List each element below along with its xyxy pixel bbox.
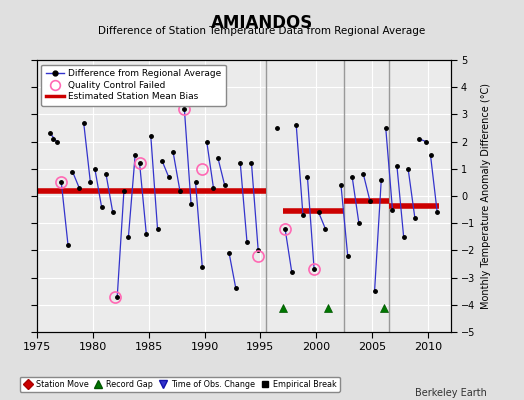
Text: AMIANDOS: AMIANDOS <box>211 14 313 32</box>
Y-axis label: Monthly Temperature Anomaly Difference (°C): Monthly Temperature Anomaly Difference (… <box>481 83 491 309</box>
Text: Difference of Station Temperature Data from Regional Average: Difference of Station Temperature Data f… <box>99 26 425 36</box>
Legend: Difference from Regional Average, Quality Control Failed, Estimated Station Mean: Difference from Regional Average, Qualit… <box>41 64 226 106</box>
Legend: Station Move, Record Gap, Time of Obs. Change, Empirical Break: Station Move, Record Gap, Time of Obs. C… <box>20 376 340 392</box>
Text: Berkeley Earth: Berkeley Earth <box>416 388 487 398</box>
